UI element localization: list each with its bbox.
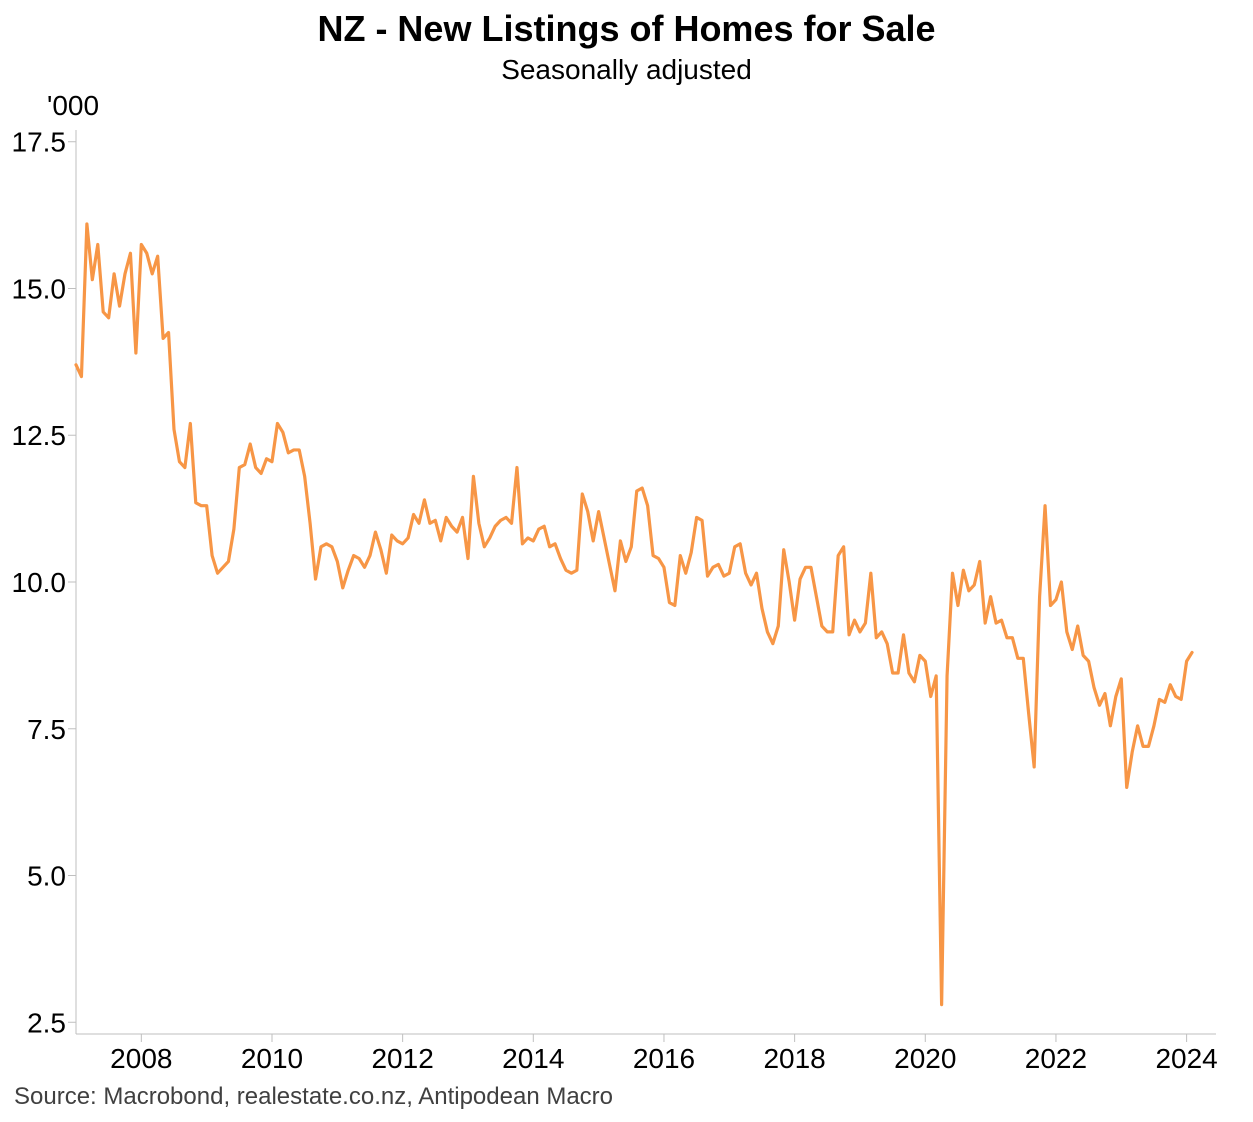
x-tick-label: 2010 [241, 1043, 303, 1074]
chart-title: NZ - New Listings of Homes for Sale [317, 8, 936, 49]
y-axis-unit-label: '000 [47, 90, 100, 121]
y-tick-label: 17.5 [12, 127, 67, 158]
y-tick-label: 15.0 [12, 273, 67, 304]
x-tick-label: 2020 [894, 1043, 956, 1074]
line-chart: 2.55.07.510.012.515.017.5 2008 2010 2012 20… [12, 127, 1218, 1074]
x-tick-label: 2014 [502, 1043, 564, 1074]
y-tick-label: 7.5 [27, 714, 66, 745]
x-tick-label: 2016 [633, 1043, 695, 1074]
source-note: Source: Macrobond, realestate.co.nz, Ant… [14, 1083, 614, 1110]
series-line-0 [74, 222, 1194, 1007]
y-tick-label: 2.5 [27, 1007, 66, 1038]
series-layer [74, 222, 1194, 1007]
x-axis: 2008 2010 2012 2014 2016 2018 2020 2022 2024 [76, 1033, 1218, 1074]
chart-subtitle: Seasonally adjusted [501, 54, 752, 85]
x-tick-label: 2012 [371, 1043, 433, 1074]
y-tick-label: 10.0 [12, 567, 67, 598]
x-tick-label: 2024 [1155, 1043, 1217, 1074]
x-tick-label: 2008 [110, 1043, 172, 1074]
y-axis: 2.5 5.0 7.5 10.0 12.5 15.0 17.5 [12, 127, 77, 1038]
y-tick-label: 12.5 [12, 420, 67, 451]
x-tick-label: 2018 [763, 1043, 825, 1074]
x-tick-label: 2022 [1025, 1043, 1087, 1074]
y-tick-label: 5.0 [27, 861, 66, 892]
